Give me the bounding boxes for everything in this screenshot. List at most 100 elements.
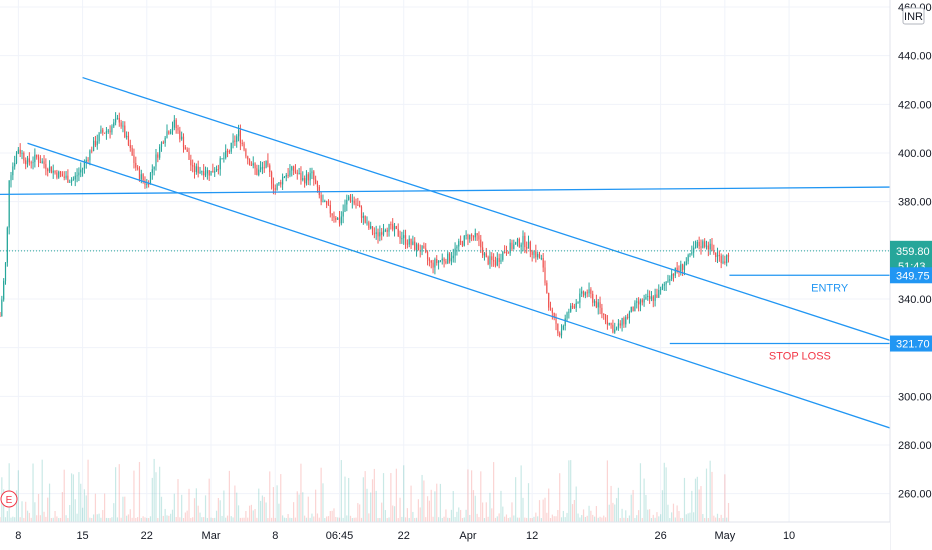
volume-bar <box>595 506 597 522</box>
candle-body <box>10 175 12 181</box>
volume-bar <box>527 483 530 522</box>
trendlines[interactable] <box>0 76 891 429</box>
level-annotation: ENTRY <box>811 282 849 294</box>
candle-body <box>285 174 287 177</box>
volume-bar <box>353 517 355 522</box>
candle-body <box>92 140 95 152</box>
volume-bar <box>80 483 82 522</box>
volume-bar <box>351 518 353 522</box>
candle-body <box>324 200 326 202</box>
volume-bar <box>190 517 192 522</box>
candle-body <box>102 129 104 133</box>
volume-bar <box>384 510 386 522</box>
volume-bar <box>538 500 541 522</box>
candle-body <box>70 179 73 182</box>
volume-bar <box>511 502 513 522</box>
candle-body <box>544 267 546 283</box>
volume-bar <box>483 517 486 522</box>
volume-bar <box>92 514 95 522</box>
candle-body <box>148 183 150 185</box>
candle-body <box>555 317 557 324</box>
candle-body <box>518 238 520 247</box>
candle-body <box>91 150 93 152</box>
price-levels[interactable]: ENTRY STOP LOSS <box>0 250 890 363</box>
volume-bar <box>524 517 526 522</box>
volume-bar <box>261 495 264 522</box>
candle-body <box>502 251 504 260</box>
volume-bar <box>236 492 238 522</box>
candle-body <box>28 158 30 163</box>
volume-bar <box>388 517 390 522</box>
volume-bar <box>348 477 350 522</box>
candle-body <box>247 156 249 160</box>
candle-body <box>483 253 486 256</box>
volume-bar <box>617 487 620 522</box>
trendline[interactable] <box>0 186 891 196</box>
candle-body <box>720 255 722 263</box>
level-price-tag <box>890 267 932 284</box>
candle-body <box>344 204 346 212</box>
volume-bar <box>89 517 91 522</box>
volume-bar <box>676 505 678 522</box>
volume-bar <box>586 515 588 522</box>
volume-bar <box>232 517 234 522</box>
volume-bar <box>482 502 484 522</box>
candle-body <box>270 172 273 184</box>
volume-bar <box>181 494 183 522</box>
candle-body <box>469 234 471 240</box>
candle-body <box>280 182 282 185</box>
volume-bar <box>304 515 306 522</box>
candle-body <box>494 261 497 266</box>
volume-bar <box>19 517 21 522</box>
trendline[interactable] <box>82 76 891 341</box>
volume-bar <box>390 473 392 522</box>
time-axis-bg <box>0 522 890 550</box>
volume-bar <box>162 515 164 522</box>
candle-body <box>626 317 629 319</box>
volume-bar <box>450 509 453 522</box>
volume-bar <box>248 505 251 522</box>
candle-body <box>316 183 319 187</box>
candle-body <box>313 171 315 180</box>
currency-badge[interactable] <box>902 7 925 25</box>
candle-body <box>138 168 141 180</box>
candle-body <box>237 130 240 137</box>
volume-bar <box>118 464 120 522</box>
candle-body <box>272 183 275 189</box>
candle-body <box>439 260 442 262</box>
candle-body <box>713 250 715 253</box>
candle-body <box>175 119 177 129</box>
volume-bar <box>96 514 98 522</box>
volume-bar <box>67 517 69 522</box>
volume-bar <box>531 518 533 522</box>
candle-body <box>149 172 152 185</box>
volume-bar <box>105 517 108 522</box>
candle-body <box>382 230 385 235</box>
volume-bar <box>258 488 260 522</box>
volume-bar <box>153 458 155 522</box>
candle-body <box>482 247 484 256</box>
candle-body <box>346 199 348 205</box>
candle-body <box>630 307 632 313</box>
earnings-event-icon[interactable] <box>0 490 18 508</box>
volume-bar <box>287 514 289 522</box>
volume-bar <box>722 517 724 522</box>
candle-body <box>414 241 416 250</box>
volume-bar <box>480 471 482 522</box>
volume-bar <box>614 504 616 522</box>
candle-body <box>614 329 616 333</box>
volume-bar <box>285 518 287 522</box>
candle-body <box>15 153 18 164</box>
volume-bar <box>120 517 122 522</box>
candle-body <box>540 257 542 259</box>
candle-body <box>584 292 586 296</box>
trendline[interactable] <box>27 142 891 429</box>
candle-body <box>399 236 401 239</box>
volume-bar <box>471 470 473 522</box>
candle-body <box>155 154 157 167</box>
candle-body <box>329 205 331 214</box>
volume-bar <box>10 517 12 522</box>
candle-body <box>537 253 539 258</box>
